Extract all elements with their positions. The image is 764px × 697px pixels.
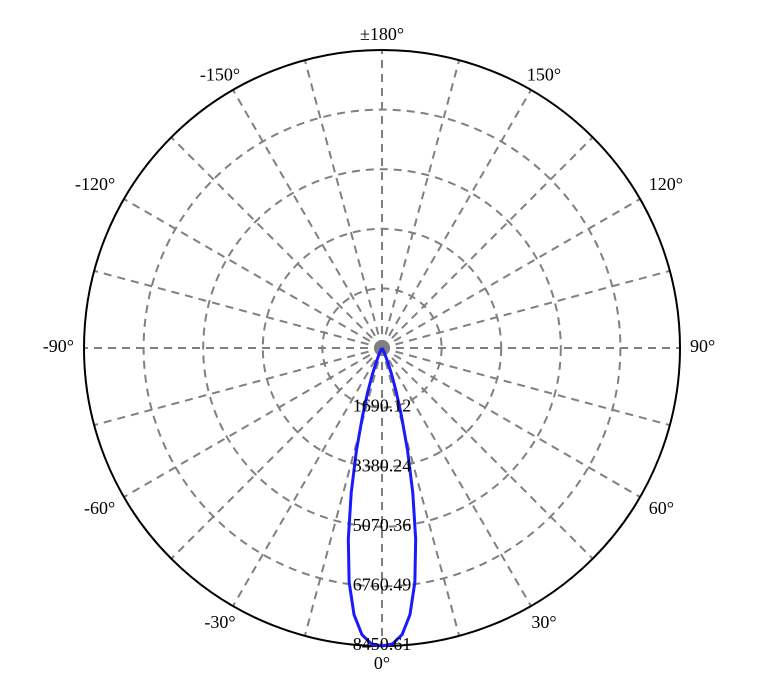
angular-grid-spoke	[382, 90, 531, 348]
angular-grid-spoke	[382, 60, 459, 348]
radial-tick-label: 5070.36	[353, 515, 412, 535]
angular-grid-spoke	[382, 199, 640, 348]
angle-label: 90°	[690, 336, 715, 356]
angular-grid-spoke	[382, 348, 640, 497]
angular-grid-spoke	[382, 348, 670, 425]
angular-grid-spoke	[94, 348, 382, 425]
radial-tick-label: 8450.61	[353, 634, 412, 654]
angle-label: 30°	[531, 612, 556, 632]
angle-label: -30°	[204, 612, 235, 632]
angular-grid-spoke	[124, 199, 382, 348]
angular-grid-spoke	[382, 137, 593, 348]
angle-label: 60°	[649, 498, 674, 518]
radial-tick-label: 3380.24	[353, 455, 412, 475]
angle-label: -60°	[84, 498, 115, 518]
angle-label: -90°	[43, 336, 74, 356]
angular-grid-spoke	[124, 348, 382, 497]
angular-grid-spoke	[94, 271, 382, 348]
angle-label: -120°	[75, 174, 115, 194]
angular-grid-spoke	[305, 60, 382, 348]
polar-chart: 1690.12 3380.24 5070.36 6760.49 8450.610° 30°…	[0, 0, 764, 697]
angular-grid-spoke	[233, 348, 382, 606]
angular-grid-spoke	[233, 90, 382, 348]
angle-label: -150°	[200, 65, 240, 85]
angle-label: 0°	[374, 653, 390, 673]
radial-tick-label: 6760.49	[353, 575, 412, 595]
angular-grid-spoke	[382, 348, 531, 606]
angular-grid-spoke	[382, 271, 670, 348]
angle-label: 120°	[649, 174, 683, 194]
radial-tick-label: 1690.12	[353, 396, 412, 416]
angle-label: ±180°	[360, 24, 404, 44]
angular-grid-spoke	[171, 137, 382, 348]
angle-label: 150°	[527, 65, 561, 85]
